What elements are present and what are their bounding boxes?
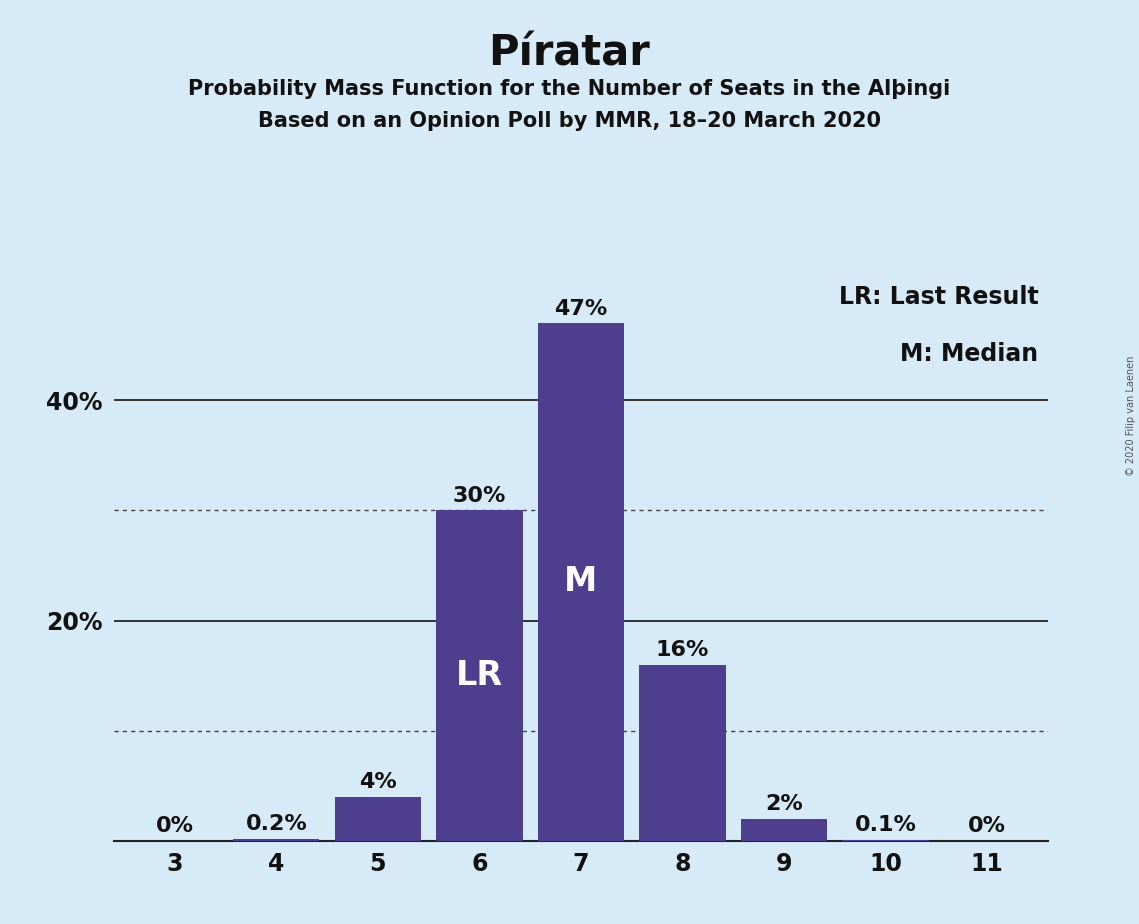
Bar: [335, 796, 421, 841]
Bar: [843, 840, 928, 841]
Text: 16%: 16%: [656, 640, 710, 660]
Text: 0%: 0%: [156, 817, 194, 836]
Text: 30%: 30%: [452, 486, 506, 506]
Text: M: Median: M: Median: [901, 343, 1039, 367]
Text: 0.1%: 0.1%: [854, 815, 917, 835]
Text: LR: Last Result: LR: Last Result: [838, 286, 1039, 310]
Text: 0.2%: 0.2%: [246, 814, 308, 834]
Text: 2%: 2%: [765, 795, 803, 814]
Bar: [740, 819, 827, 841]
Text: 0%: 0%: [968, 817, 1006, 836]
Text: 4%: 4%: [359, 772, 396, 793]
Text: LR: LR: [456, 659, 503, 692]
Text: 47%: 47%: [555, 298, 607, 319]
Text: © 2020 Filip van Laenen: © 2020 Filip van Laenen: [1126, 356, 1136, 476]
Text: Probability Mass Function for the Number of Seats in the Alþingi: Probability Mass Function for the Number…: [188, 79, 951, 99]
Bar: [639, 664, 726, 841]
Bar: [233, 839, 319, 841]
Bar: [538, 323, 624, 841]
Text: Píratar: Píratar: [489, 32, 650, 74]
Bar: [436, 510, 523, 841]
Text: Based on an Opinion Poll by MMR, 18–20 March 2020: Based on an Opinion Poll by MMR, 18–20 M…: [259, 111, 880, 131]
Text: M: M: [564, 565, 598, 599]
